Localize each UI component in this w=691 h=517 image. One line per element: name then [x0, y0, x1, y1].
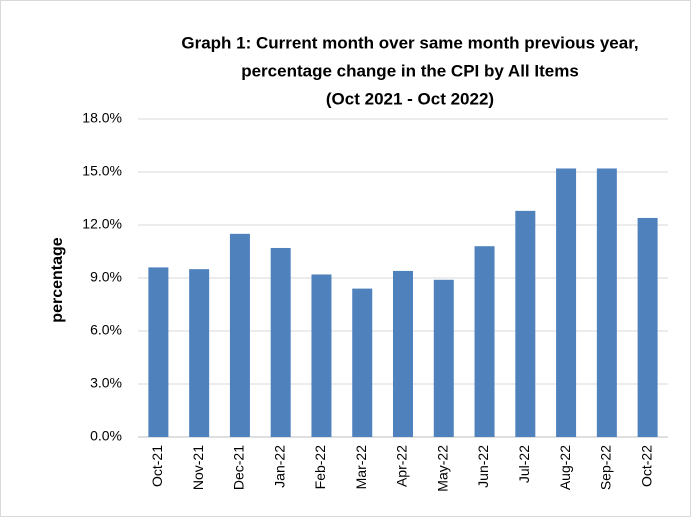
x-tick-label: Nov-21: [190, 445, 206, 490]
bar: [352, 288, 373, 437]
chart-title: Graph 1: Current month over same month p…: [181, 33, 638, 52]
bar: [229, 233, 250, 437]
bar: [433, 279, 454, 437]
bar: [393, 270, 413, 437]
y-tick-label: 3.0%: [90, 375, 122, 391]
chart-title: percentage change in the CPI by All Item…: [241, 61, 579, 80]
x-tick-label: Apr-22: [394, 445, 410, 487]
chart-title: (Oct 2021 - Oct 2022): [326, 89, 494, 108]
x-tick-label: Mar-22: [353, 445, 369, 490]
x-tick-label: Jul-22: [516, 445, 532, 483]
y-tick-label: 15.0%: [82, 163, 122, 179]
bar: [596, 168, 617, 437]
bar: [474, 246, 495, 437]
bar: [311, 274, 332, 437]
bar: [189, 269, 210, 437]
y-tick-label: 0.0%: [90, 428, 122, 444]
x-tick-label: Oct-22: [638, 445, 654, 487]
x-tick-label: Jan-22: [271, 445, 287, 488]
x-tick-label: May-22: [434, 445, 450, 492]
x-tick-label: Feb-22: [312, 445, 328, 490]
bar: [515, 210, 536, 437]
x-tick-label: Sep-22: [598, 445, 614, 490]
x-tick-label: Jun-22: [475, 445, 491, 488]
y-tick-label: 18.0%: [82, 110, 122, 126]
x-tick-label: Dec-21: [231, 445, 247, 490]
x-tick-label: Oct-21: [149, 445, 165, 487]
bar: [270, 247, 291, 437]
bar: [637, 217, 658, 437]
y-axis-title: percentage: [49, 237, 66, 322]
x-tick-label: Aug-22: [557, 445, 573, 490]
y-tick-label: 12.0%: [82, 216, 122, 232]
bar: [148, 267, 169, 437]
y-tick-label: 9.0%: [90, 269, 122, 285]
y-tick-label: 6.0%: [90, 322, 122, 338]
bar: [556, 168, 577, 437]
